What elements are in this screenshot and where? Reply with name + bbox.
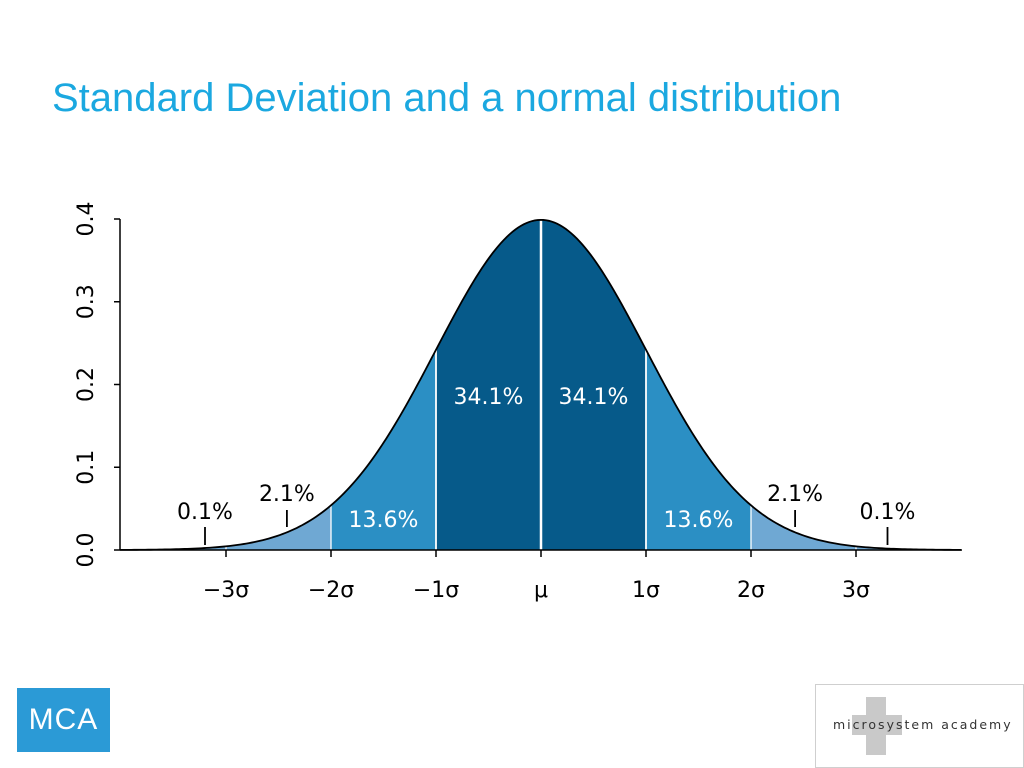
y-tick-label-3: 0.3 xyxy=(74,284,99,319)
band-label-outer-right: 2.1% xyxy=(767,482,823,507)
band-label-middle-right: 13.6% xyxy=(664,508,734,533)
x-tick-label-6: 3σ xyxy=(842,578,870,603)
x-tick-label-1: −2σ xyxy=(308,578,354,603)
y-tick-label-0: 0.0 xyxy=(74,533,99,568)
y-tick-label-4: 0.4 xyxy=(74,202,99,237)
logo-wordmark: microsystem academy xyxy=(833,717,1013,732)
y-tick-label-1: 0.1 xyxy=(74,450,99,485)
mca-logo: MCA xyxy=(17,688,110,752)
logo-text-1: micr xyxy=(833,717,869,732)
band-label-inner-right: 34.1% xyxy=(559,385,629,410)
logo-text-4: ystem xyxy=(886,717,936,732)
pdf-curve xyxy=(119,218,962,551)
x-tick-label-3: μ xyxy=(534,578,548,603)
logo-text-3: s xyxy=(878,717,887,732)
band-area-0 xyxy=(226,505,331,550)
x-tick-label-0: −3σ xyxy=(203,578,249,603)
slide-title: Standard Deviation and a normal distribu… xyxy=(52,76,842,120)
y-tick-label-2: 0.2 xyxy=(74,367,99,402)
logo-cross-horizontal xyxy=(852,715,902,735)
x-tick-label-5: 2σ xyxy=(737,578,765,603)
band-label-middle-left: 13.6% xyxy=(349,508,419,533)
tail-label-left: 0.1% xyxy=(177,500,233,525)
band-area-5 xyxy=(751,505,856,550)
microsystem-academy-logo: microsystem academy xyxy=(815,684,1024,768)
band-label-outer-left: 2.1% xyxy=(259,482,315,507)
tail-label-right: 0.1% xyxy=(860,500,916,525)
logo-text-5: academy xyxy=(935,717,1013,732)
band-label-inner-left: 34.1% xyxy=(454,385,524,410)
logo-text-2: o xyxy=(868,717,879,732)
x-tick-label-2: −1σ xyxy=(413,578,459,603)
x-tick-label-4: 1σ xyxy=(632,578,660,603)
